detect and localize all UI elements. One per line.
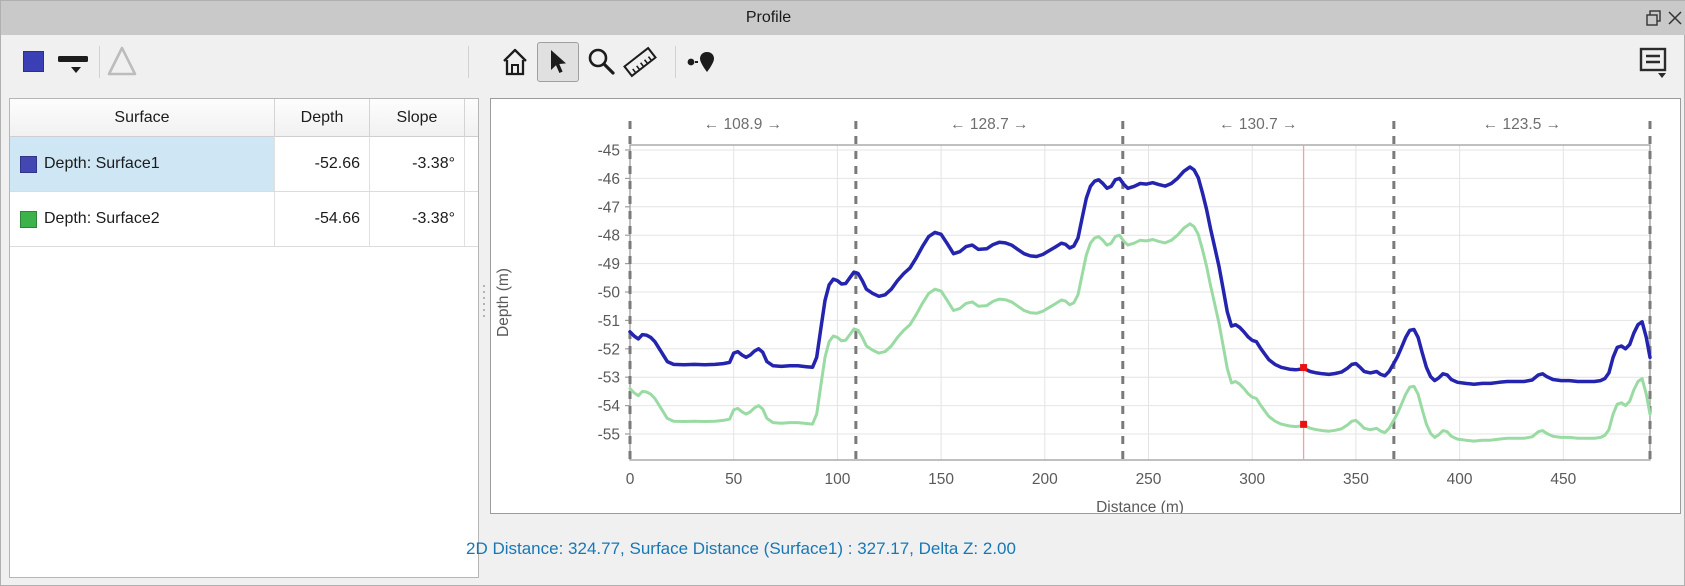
pins-icon (687, 52, 714, 72)
triangle-tool-button[interactable] (105, 45, 139, 77)
profile-points-button[interactable] (683, 46, 721, 78)
y-tick-label: -52 (598, 341, 620, 358)
series-surface1 (628, 165, 1652, 387)
slope-cell[interactable]: -3.38° (370, 192, 465, 246)
cursor-marker-surface2 (1300, 420, 1308, 428)
surface-table-header[interactable]: Surface Depth Slope (10, 99, 478, 137)
x-tick-label: 0 (626, 471, 635, 488)
depth-cell[interactable]: -54.66 (275, 192, 370, 246)
zoom-tool-button[interactable] (585, 46, 617, 78)
profile-plot[interactable]: -45 -46 -47 -48 -49 -50 -51 -52 -53 -54 -55 0 50 100 1… (491, 99, 1680, 513)
plot-border (629, 144, 1651, 461)
surface-row-1[interactable]: Depth: Surface1 -52.66 -3.38° (10, 137, 478, 192)
close-window-button[interactable] (1665, 8, 1685, 28)
close-icon (1668, 11, 1682, 25)
y-tick-label: -45 (598, 143, 620, 160)
x-tick-label: 350 (1343, 471, 1369, 488)
line-width-button[interactable] (56, 45, 92, 77)
x-tick-label: 50 (725, 471, 743, 488)
annotation-menu-button[interactable] (1637, 46, 1671, 80)
series-color-swatch (20, 210, 37, 228)
profile-chart-panel[interactable]: -45 -46 -47 -48 -49 -50 -51 -52 -53 -54 -55 0 50 100 1… (490, 98, 1681, 514)
y-tick-label: -49 (598, 256, 620, 273)
float-icon (1646, 10, 1661, 26)
x-tick-label: 250 (1136, 471, 1162, 488)
segment-length-label: ← 108.9 → (704, 116, 782, 133)
home-view-button[interactable] (499, 47, 531, 77)
y-tick-label: -53 (598, 370, 620, 387)
y-axis-title: Depth (m) (495, 268, 512, 337)
x-tick-label: 450 (1550, 471, 1576, 488)
column-header-slope[interactable]: Slope (370, 99, 465, 137)
y-tick-label: -55 (598, 427, 620, 444)
y-tick-label: -54 (598, 398, 621, 415)
toolbar-separator (99, 46, 100, 78)
surface-label: Depth: Surface1 (44, 155, 160, 172)
surface-row-2[interactable]: Depth: Surface2 -54.66 -3.38° (10, 192, 478, 247)
distance-status-text: 2D Distance: 324.77, Surface Distance (S… (466, 539, 1016, 558)
cursor-marker-surface1 (1300, 364, 1308, 372)
panel-splitter[interactable] (482, 285, 486, 321)
surface-label: Depth: Surface2 (44, 210, 160, 227)
series-color-swatch (20, 155, 37, 173)
magnifier-icon (588, 48, 615, 75)
x-tick-label: 100 (824, 471, 850, 488)
line-width-icon (58, 56, 88, 73)
segment-length-label: ← 128.7 → (950, 116, 1028, 133)
segment-length-label: ← 130.7 → (1219, 116, 1297, 133)
surface-table-panel: Surface Depth Slope Depth: Surface1 -52.6… (9, 98, 479, 578)
y-tick-label: -46 (598, 171, 620, 188)
surface-cell[interactable]: Depth: Surface2 (10, 192, 275, 246)
segment-length-label: ← 123.5 → (1483, 116, 1561, 133)
annotation-icon (1639, 47, 1667, 78)
window-title: Profile (745, 9, 792, 26)
x-tick-label: 400 (1447, 471, 1473, 488)
home-icon (503, 48, 527, 76)
surface-cell[interactable]: Depth: Surface1 (10, 137, 275, 191)
select-tool-button[interactable] (537, 42, 579, 82)
toolbar-separator (468, 46, 469, 78)
x-tick-label: 150 (928, 471, 954, 488)
x-tick-label: 300 (1239, 471, 1265, 488)
y-tick-label: -51 (598, 313, 620, 330)
slope-cell[interactable]: -3.38° (370, 137, 465, 191)
depth-cell[interactable]: -52.66 (275, 137, 370, 191)
float-window-button[interactable] (1644, 8, 1664, 28)
y-tick-label: -48 (598, 228, 620, 245)
toolbar-separator (675, 46, 676, 78)
y-tick-label: -50 (598, 285, 621, 302)
x-tick-label: 200 (1032, 471, 1058, 488)
y-tick-label: -47 (598, 199, 620, 216)
series-surface2 (628, 222, 1652, 443)
color-swatch-button[interactable] (23, 51, 44, 72)
column-header-surface[interactable]: Surface (10, 99, 275, 137)
x-axis-title: Distance (m) (1096, 499, 1184, 513)
measure-tool-button[interactable] (622, 45, 658, 79)
ruler-icon (623, 46, 657, 78)
title-bar[interactable]: Profile (1, 1, 1685, 35)
triangle-icon (107, 46, 137, 76)
cursor-icon (551, 50, 566, 73)
column-header-depth[interactable]: Depth (275, 99, 370, 137)
color-swatch-icon (23, 51, 44, 72)
